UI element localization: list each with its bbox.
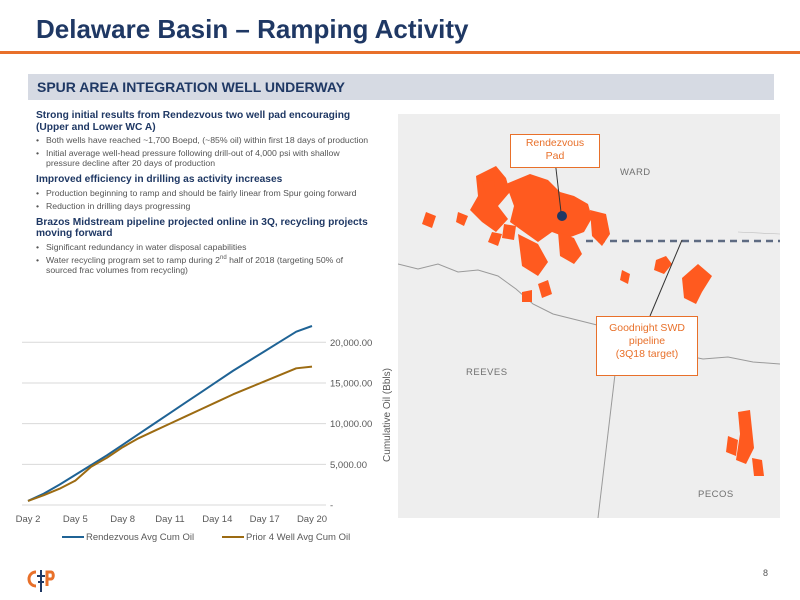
series-line-1 bbox=[27, 325, 313, 502]
acreage-block bbox=[682, 264, 712, 304]
callout-line: (3Q18 target) bbox=[615, 348, 679, 360]
x-tick-label: Day 8 bbox=[110, 514, 135, 525]
map-canvas: WARD REEVES PECOS bbox=[397, 159, 781, 519]
callout-line: pipeline bbox=[628, 335, 666, 347]
slide-title: Delaware Basin – Ramping Activity bbox=[36, 14, 469, 44]
company-logo bbox=[27, 570, 55, 592]
acreage-block bbox=[726, 436, 738, 456]
acreage-block bbox=[558, 232, 582, 264]
callout-line: Goodnight SWD bbox=[609, 322, 685, 334]
page-number: 8 bbox=[762, 568, 768, 578]
county-boundary bbox=[737, 231, 781, 235]
acreage-block bbox=[470, 166, 510, 232]
x-tick-label: Day 17 bbox=[250, 514, 280, 525]
section-heading: Improved efficiency in drilling as activ… bbox=[36, 174, 283, 185]
section-banner-text: SPUR AREA INTEGRATION WELL UNDERWAY bbox=[37, 79, 346, 95]
bullet-text: Water recycling program set to ramp duri… bbox=[46, 254, 220, 265]
bullet-item: Both wells have reached ~1,700 Boepd, (~… bbox=[36, 135, 374, 145]
y-tick-label: 10,000.00 bbox=[330, 419, 372, 430]
bullet-text: half of 2018 (targeting 50% of sourced f… bbox=[46, 254, 344, 275]
callout-line: Rendezvous bbox=[525, 137, 585, 149]
acreage-block bbox=[482, 180, 496, 194]
title-divider bbox=[0, 51, 800, 54]
x-tick-label: Day 5 bbox=[63, 514, 88, 525]
rendezvous-pad-marker bbox=[557, 211, 567, 221]
county-label-reeves: REEVES bbox=[466, 367, 508, 378]
callout-leader bbox=[649, 239, 683, 317]
acreage-block bbox=[654, 256, 672, 274]
acreage-block bbox=[752, 458, 764, 476]
bullet-item: Production beginning to ramp and should … bbox=[36, 188, 374, 198]
bullet-panel: Strong initial results from Rendezvous t… bbox=[36, 110, 374, 278]
acreage-map: WARD REEVES PECOS Rendezvous Pad Goodnig… bbox=[397, 114, 781, 519]
acreage-block bbox=[538, 280, 552, 298]
acreage-block bbox=[502, 224, 516, 240]
legend-label: Rendezvous Avg Cum Oil bbox=[86, 532, 194, 543]
acreage-block bbox=[422, 212, 436, 228]
acreage-block bbox=[506, 174, 592, 242]
x-tick-label: Day 11 bbox=[155, 514, 184, 525]
acreage-block bbox=[488, 232, 502, 246]
cumulative-oil-chart: - 5,000.00 10,000.00 15,000.00 20,000.00 Day … bbox=[16, 325, 393, 543]
acreage-block bbox=[620, 270, 630, 284]
county-boundary bbox=[397, 263, 781, 365]
legend-label: Prior 4 Well Avg Cum Oil bbox=[246, 532, 350, 543]
acreage-block bbox=[456, 212, 468, 226]
bullet-item: Water recycling program set to ramp duri… bbox=[36, 255, 374, 275]
x-tick-label: Day 14 bbox=[202, 514, 232, 525]
goodnight-pipeline-callout: Goodnight SWD pipeline (3Q18 target) bbox=[596, 316, 698, 376]
bullet-item: Significant redundancy in water disposal… bbox=[36, 242, 374, 252]
y-tick-label: 20,000.00 bbox=[330, 338, 372, 349]
series-line-2 bbox=[27, 365, 313, 502]
y-tick-label: - bbox=[330, 501, 333, 512]
acreage-block bbox=[522, 290, 532, 302]
x-tick-label: Day 20 bbox=[297, 514, 327, 525]
y-axis-label: Cumulative Oil (Bbls) bbox=[382, 368, 393, 462]
section-heading: Brazos Midstream pipeline projected onli… bbox=[36, 216, 368, 240]
ordinal-suffix: nd bbox=[219, 254, 227, 261]
section-banner: SPUR AREA INTEGRATION WELL UNDERWAY bbox=[28, 74, 774, 100]
callout-leader bbox=[554, 159, 562, 213]
county-label-ward: WARD bbox=[620, 167, 651, 178]
acreage-blocks bbox=[422, 166, 764, 476]
rendezvous-pad-callout: Rendezvous Pad bbox=[510, 134, 600, 168]
callout-line: Pad bbox=[545, 150, 565, 162]
bullet-item: Initial average well-head pressure follo… bbox=[36, 148, 374, 168]
acreage-block bbox=[518, 234, 548, 276]
acreage-block bbox=[590, 210, 610, 246]
y-tick-label: 15,000.00 bbox=[330, 378, 372, 389]
section-heading: Strong initial results from Rendezvous t… bbox=[36, 110, 351, 133]
acreage-block bbox=[736, 410, 754, 464]
bullet-item: Reduction in drilling days progressing bbox=[36, 201, 374, 211]
y-tick-label: 5,000.00 bbox=[330, 460, 367, 471]
x-tick-label: Day 2 bbox=[16, 514, 41, 525]
county-label-pecos: PECOS bbox=[698, 489, 734, 500]
